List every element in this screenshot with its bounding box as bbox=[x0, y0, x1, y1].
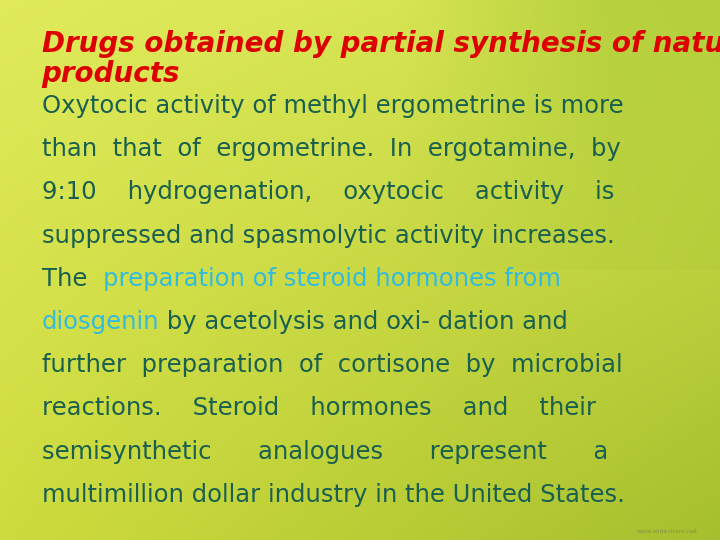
Text: suppressed and spasmolytic activity increases.: suppressed and spasmolytic activity incr… bbox=[42, 224, 614, 247]
Text: 9:10    hydrogenation,    oxytocic    activity    is: 9:10 hydrogenation, oxytocic activity is bbox=[42, 180, 614, 204]
Text: multimillion dollar industry in the United States.: multimillion dollar industry in the Unit… bbox=[42, 483, 625, 507]
Text: than  that  of  ergometrine.  In  ergotamine,  by: than that of ergometrine. In ergotamine,… bbox=[42, 137, 621, 161]
Text: semisynthetic      analogues      represent      a: semisynthetic analogues represent a bbox=[42, 440, 608, 463]
Text: preparation of steroid hormones from: preparation of steroid hormones from bbox=[103, 267, 560, 291]
Text: Oxytocic activity of methyl ergometrine is more: Oxytocic activity of methyl ergometrine … bbox=[42, 94, 624, 118]
Text: Drugs obtained by partial synthesis of natural: Drugs obtained by partial synthesis of n… bbox=[42, 30, 720, 58]
Text: products: products bbox=[42, 60, 180, 89]
Text: further  preparation  of  cortisone  by  microbial: further preparation of cortisone by micr… bbox=[42, 353, 622, 377]
Text: diosgenin: diosgenin bbox=[42, 310, 159, 334]
Text: by acetolysis and oxi- dation and: by acetolysis and oxi- dation and bbox=[159, 310, 568, 334]
Text: reactions.    Steroid    hormones    and    their: reactions. Steroid hormones and their bbox=[42, 396, 595, 420]
Text: The: The bbox=[42, 267, 103, 291]
Text: www.slideshare.net: www.slideshare.net bbox=[637, 529, 698, 534]
